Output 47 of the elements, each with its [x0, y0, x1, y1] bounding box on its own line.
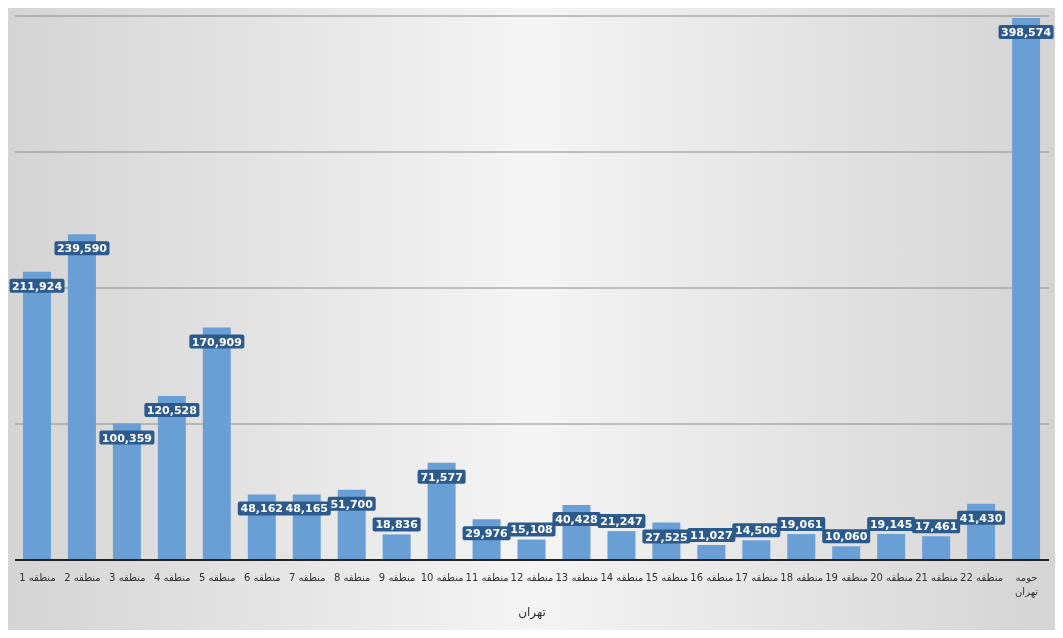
data-label: 51,700 — [330, 497, 374, 511]
x-tick-label: منطقه 9 — [378, 572, 416, 583]
x-tick-label: منطقه 3 — [109, 572, 146, 583]
x-tick-label: منطقه 4 — [154, 572, 191, 583]
data-label: 27,525 — [645, 530, 688, 544]
x-tick-label: منطقه 19 — [825, 572, 869, 583]
data-label: 18,836 — [375, 518, 419, 532]
x-axis-title: تهران — [518, 605, 546, 620]
x-tick-label: منطقه 10 — [420, 572, 464, 583]
data-label: 48,165 — [285, 502, 328, 516]
data-label: 211,924 — [11, 279, 63, 293]
data-label: 239,590 — [56, 242, 108, 256]
data-label: 29,976 — [465, 527, 509, 541]
x-tick-label: منطقه 2 — [64, 572, 101, 583]
x-tick-label: منطقه 21 — [915, 572, 959, 583]
data-label: 15,108 — [510, 523, 553, 537]
data-label: 19,061 — [780, 518, 823, 532]
data-label: 40,428 — [555, 513, 598, 527]
data-label: 398,574 — [1000, 25, 1052, 39]
data-label: 48,162 — [240, 502, 284, 516]
x-tick-label: منطقه 15 — [645, 572, 689, 583]
data-label: 10,060 — [824, 530, 868, 544]
data-label: 14,506 — [735, 524, 778, 538]
data-label: 71,577 — [420, 470, 463, 484]
x-tick-label: منطقه 11 — [465, 572, 509, 583]
data-label: 120,528 — [146, 404, 197, 418]
data-label: 17,461 — [914, 520, 958, 534]
x-tick-label: منطقه 20 — [870, 572, 914, 583]
x-tick-label: منطقه 18 — [780, 572, 824, 583]
data-label: 100,359 — [101, 431, 152, 445]
x-tick-label: منطقه 12 — [510, 572, 554, 583]
x-tick-label: منطقه 5 — [199, 572, 236, 583]
data-label: 21,247 — [600, 515, 643, 529]
x-tick-label: منطقه 8 — [333, 572, 371, 583]
x-tick-label: منطقه 6 — [243, 572, 281, 583]
x-tick-label: منطقه 1 — [19, 572, 56, 583]
x-tick-label: منطقه 17 — [735, 572, 779, 583]
data-label: 11,027 — [690, 529, 733, 542]
data-label: 41,430 — [959, 511, 1003, 525]
data-label: 170,909 — [191, 335, 242, 349]
x-tick-label: منطقه 14 — [600, 572, 644, 583]
x-tick-label: منطقه 7 — [288, 572, 326, 583]
x-tick-label: منطقه 16 — [690, 572, 734, 583]
x-tick-label: منطقه 13 — [555, 572, 599, 583]
data-label: 19,145 — [869, 517, 913, 531]
x-tick-label: حومه تهران — [1015, 572, 1039, 598]
x-tick-label: منطقه 22 — [960, 572, 1004, 583]
